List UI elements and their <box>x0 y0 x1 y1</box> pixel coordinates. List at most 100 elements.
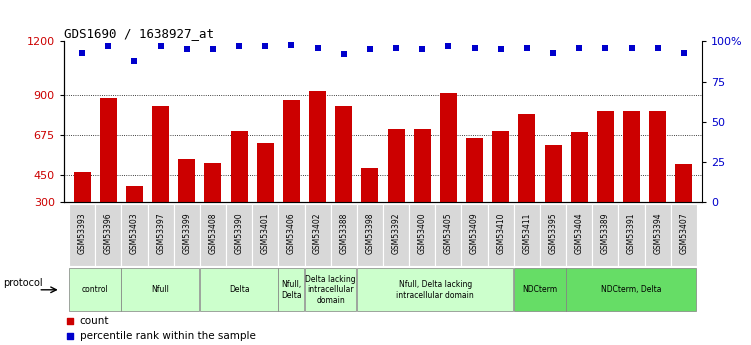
Bar <box>304 268 356 311</box>
Text: GSM53391: GSM53391 <box>627 213 636 254</box>
Bar <box>649 111 666 202</box>
Point <box>442 43 454 49</box>
Point <box>233 43 245 49</box>
Bar <box>675 164 692 202</box>
Bar <box>126 186 143 202</box>
Point <box>599 45 611 51</box>
Bar <box>544 145 562 202</box>
Bar <box>335 106 352 202</box>
Point <box>128 58 140 63</box>
Point <box>338 51 350 57</box>
Bar <box>252 204 279 266</box>
Bar <box>514 204 540 266</box>
Point <box>547 50 559 56</box>
Point <box>678 50 690 56</box>
Bar <box>409 204 436 266</box>
Bar <box>593 204 619 266</box>
Text: GSM53393: GSM53393 <box>77 213 86 255</box>
Text: GSM53410: GSM53410 <box>496 213 505 254</box>
Bar <box>357 268 513 311</box>
Point <box>626 45 638 51</box>
Bar <box>492 130 509 202</box>
Bar <box>514 268 566 311</box>
Point <box>102 43 114 49</box>
Text: GSM53409: GSM53409 <box>470 213 479 255</box>
Bar <box>462 204 487 266</box>
Point <box>181 47 193 52</box>
Bar <box>361 168 379 202</box>
Bar <box>69 268 121 311</box>
Bar <box>518 115 535 202</box>
Text: GSM53396: GSM53396 <box>104 213 113 255</box>
Point <box>312 45 324 51</box>
Bar <box>414 129 431 202</box>
Bar <box>74 171 91 202</box>
Bar <box>122 268 199 311</box>
Text: GSM53407: GSM53407 <box>680 213 689 255</box>
Bar <box>257 143 274 202</box>
Text: GSM53411: GSM53411 <box>523 213 532 254</box>
Point <box>521 45 533 51</box>
Text: GSM53399: GSM53399 <box>182 213 192 255</box>
Text: Delta: Delta <box>229 285 249 294</box>
Bar <box>623 111 640 202</box>
Point <box>390 45 402 51</box>
Text: GSM53397: GSM53397 <box>156 213 165 255</box>
Text: NDCterm: NDCterm <box>523 285 557 294</box>
Point <box>416 47 428 52</box>
Text: GSM53389: GSM53389 <box>601 213 610 254</box>
Bar <box>388 129 405 202</box>
Text: percentile rank within the sample: percentile rank within the sample <box>80 331 255 341</box>
Text: GSM53402: GSM53402 <box>313 213 322 254</box>
Text: GSM53390: GSM53390 <box>234 213 243 255</box>
Point <box>573 45 585 51</box>
Text: GSM53395: GSM53395 <box>548 213 557 255</box>
Point <box>364 47 376 52</box>
Text: control: control <box>82 285 109 294</box>
Bar <box>540 204 566 266</box>
Bar <box>279 268 304 311</box>
Bar <box>383 204 409 266</box>
Text: GSM53392: GSM53392 <box>391 213 400 254</box>
Text: GSM53398: GSM53398 <box>366 213 375 254</box>
Point <box>469 45 481 51</box>
Bar <box>309 91 326 202</box>
Point <box>259 43 271 49</box>
Text: GSM53394: GSM53394 <box>653 213 662 255</box>
Bar <box>173 204 200 266</box>
Bar <box>279 204 304 266</box>
Point <box>65 318 77 324</box>
Text: Nfull, Delta lacking
intracellular domain: Nfull, Delta lacking intracellular domai… <box>397 280 474 299</box>
Text: Delta lacking
intracellular
domain: Delta lacking intracellular domain <box>306 275 356 305</box>
Bar <box>466 138 483 202</box>
Point <box>76 50 88 56</box>
Bar <box>147 204 173 266</box>
Text: GSM53406: GSM53406 <box>287 213 296 255</box>
Bar <box>619 204 644 266</box>
Text: GSM53400: GSM53400 <box>418 213 427 255</box>
Bar <box>440 93 457 202</box>
Text: NDCterm, Delta: NDCterm, Delta <box>602 285 662 294</box>
Bar <box>487 204 514 266</box>
Point <box>155 43 167 49</box>
Bar <box>571 132 588 202</box>
Bar <box>231 130 248 202</box>
Bar <box>122 204 147 266</box>
Text: GSM53403: GSM53403 <box>130 213 139 255</box>
Text: Nfull: Nfull <box>152 285 170 294</box>
Text: GSM53404: GSM53404 <box>575 213 584 255</box>
Text: GSM53408: GSM53408 <box>209 213 218 254</box>
Point <box>207 47 219 52</box>
Point <box>652 45 664 51</box>
Text: count: count <box>80 316 110 326</box>
Bar <box>69 204 95 266</box>
Bar <box>644 204 671 266</box>
Bar <box>226 204 252 266</box>
Bar <box>436 204 462 266</box>
Bar <box>597 111 614 202</box>
Bar <box>671 204 697 266</box>
Bar <box>178 159 195 202</box>
Bar <box>152 106 169 202</box>
Bar <box>304 204 330 266</box>
Text: GDS1690 / 1638927_at: GDS1690 / 1638927_at <box>64 27 214 40</box>
